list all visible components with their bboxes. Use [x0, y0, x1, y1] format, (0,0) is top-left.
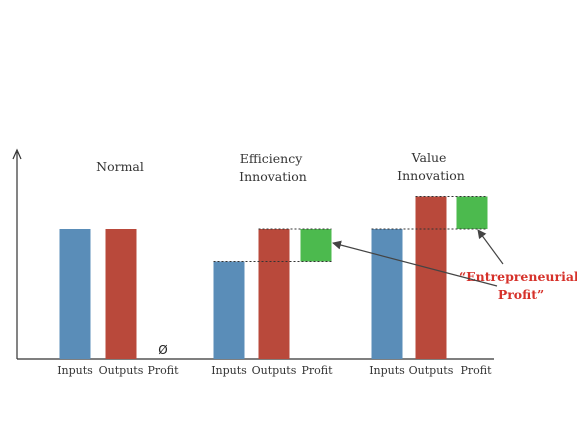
bar-normal-outputs	[105, 229, 137, 359]
bar-efficiency-profit	[300, 229, 332, 262]
label-normal-profit: Profit	[147, 364, 179, 377]
bar-efficiency-inputs	[213, 261, 245, 359]
label-efficiency-inputs: Inputs	[211, 364, 247, 377]
annotation-line2: Profit”	[498, 287, 544, 302]
bars-layer	[59, 196, 488, 359]
label-normal-inputs: Inputs	[57, 364, 93, 377]
bar-value-outputs	[415, 196, 447, 359]
label-value-profit: Profit	[460, 364, 492, 377]
group-title-value-line1: Value	[411, 150, 447, 165]
y-axis-arrow-icon	[12, 148, 22, 160]
annotation-arrow-efficiency	[332, 240, 498, 287]
null-profit-symbol: Ø	[158, 343, 167, 357]
label-value-inputs: Inputs	[369, 364, 405, 377]
group-title-efficiency-line2: Innovation	[239, 169, 307, 184]
group-title-value-innovation: Value Innovation	[397, 150, 465, 183]
bar-value-inputs	[371, 229, 403, 359]
label-efficiency-outputs: Outputs	[252, 364, 297, 377]
group-title-efficiency-innovation: Efficiency Innovation	[239, 151, 307, 184]
label-value-outputs: Outputs	[409, 364, 454, 377]
group-title-efficiency-line1: Efficiency	[240, 151, 303, 166]
label-normal-outputs: Outputs	[99, 364, 144, 377]
annotation-arrow-value	[477, 229, 504, 265]
guides-layer	[213, 196, 488, 262]
label-efficiency-profit: Profit	[301, 364, 333, 377]
bar-value-profit	[456, 196, 488, 229]
category-labels: Inputs Outputs Profit Inputs Outputs Pro…	[57, 364, 492, 377]
annotation-line1: “Entrepreneurial	[459, 269, 577, 284]
group-title-normal: Normal	[96, 159, 144, 174]
entrepreneurial-profit-annotation: “Entrepreneurial Profit”	[459, 269, 577, 302]
bar-normal-inputs	[59, 229, 91, 359]
group-title-value-line2: Innovation	[397, 168, 465, 183]
bar-efficiency-outputs	[258, 229, 290, 359]
